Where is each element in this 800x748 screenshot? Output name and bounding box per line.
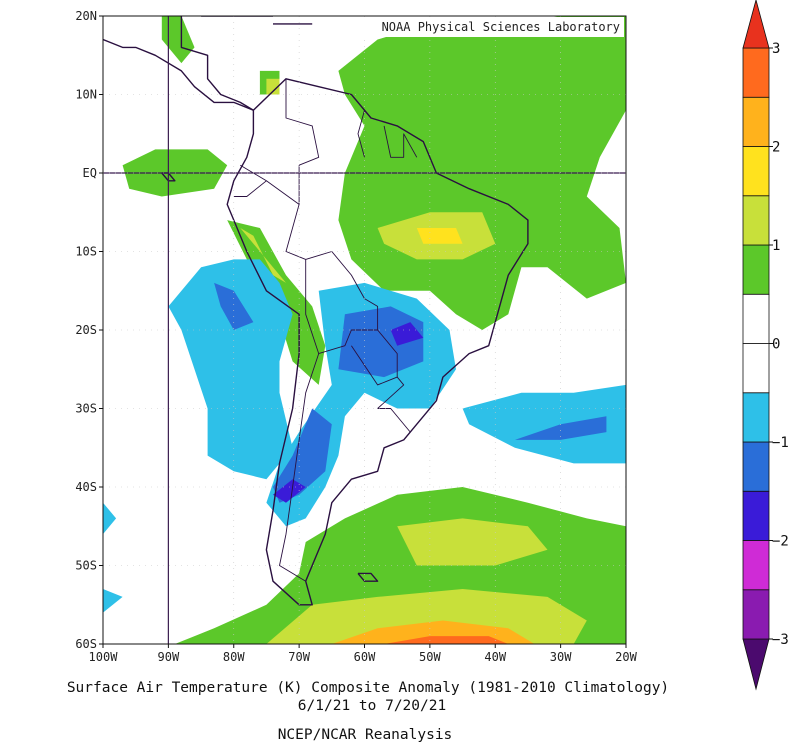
date-range: 6/1/21 to 7/20/21 <box>298 698 446 714</box>
latitude-axis: 20N 10N EQ 10S 20S 30S 40S 50S 60S <box>75 9 103 651</box>
credit-background <box>334 17 624 37</box>
figure-title: Surface Air Temperature (K) Composite An… <box>67 680 669 696</box>
colorbar-swatch <box>742 392 770 443</box>
central-america-coast <box>103 38 254 111</box>
colorbar-label: −3 <box>772 632 789 648</box>
anomaly-region-violet-continent <box>390 322 424 346</box>
anomaly-region-cyan-pacific <box>168 259 293 480</box>
lon-tick-label: 80W <box>223 650 245 664</box>
lat-tick-label: 20N <box>75 9 97 23</box>
anomaly-region-blue-s-atlantic <box>514 416 607 440</box>
lon-tick-label: 70W <box>288 650 310 664</box>
colorbar-swatch <box>742 589 770 640</box>
guianas-border <box>383 125 418 158</box>
anomaly-region-green-n-caribbean <box>161 16 195 64</box>
caribbean-coast <box>180 16 254 111</box>
lon-tick-label: 40W <box>484 650 506 664</box>
colorbar-swatch <box>742 540 770 591</box>
colorbar-top-arrow <box>742 0 770 49</box>
coastline-layer <box>103 16 529 606</box>
anomaly-region-blue-argentina <box>273 408 332 503</box>
anomaly-region-yellowgreen-colombia <box>266 78 280 95</box>
anomaly-region-yellowgreen-andes <box>240 228 286 283</box>
colorbar-swatch <box>742 343 770 394</box>
anomaly-region-cyan-s-atlantic <box>462 384 626 464</box>
uruguay-border <box>377 408 411 441</box>
lat-tick-label: 30S <box>75 402 97 416</box>
chile-argentina-border <box>279 353 320 582</box>
anomaly-contours <box>103 16 626 644</box>
anomaly-region-cyan-west-edge-1 <box>103 502 117 535</box>
credit-text: NOAA Physical Sciences Laboratory <box>382 20 620 34</box>
lat-tick-label: 10S <box>75 245 97 259</box>
colorbar-swatch <box>742 441 770 492</box>
colorbar-swatch <box>742 96 770 147</box>
dataset-name: NCEP/NCAR Reanalysis <box>278 727 453 743</box>
colorbar-swatch <box>742 146 770 197</box>
ecuador-peru-border <box>233 180 267 197</box>
lat-tick-label: 10N <box>75 88 97 102</box>
lon-tick-label: 50W <box>419 650 441 664</box>
anomaly-region-cyan-west-edge-2 <box>103 589 123 613</box>
colorbar-label: 0 <box>772 337 780 353</box>
lon-tick-label: 20W <box>615 650 637 664</box>
lon-tick-label: 90W <box>158 650 180 664</box>
colorbar-swatch <box>742 293 770 344</box>
colorbar-label: −2 <box>772 534 789 550</box>
anomaly-region-violet-argentina <box>273 479 306 503</box>
falklands-coast <box>357 572 379 582</box>
colorbar-swatch <box>742 195 770 246</box>
lat-tick-label: 60S <box>75 637 97 651</box>
colorbar-swatch <box>742 490 770 541</box>
colorbar-bottom-arrow <box>742 638 770 691</box>
south-america-coast <box>226 78 529 606</box>
colorbar-label: −1 <box>772 435 789 451</box>
anomaly-region-blue-continent <box>338 306 424 378</box>
lat-tick-label: EQ <box>83 166 97 180</box>
colorbar-label: 3 <box>772 41 780 57</box>
lon-tick-label: 100W <box>89 650 119 664</box>
lat-tick-label: 40S <box>75 480 97 494</box>
lon-tick-label: 30W <box>550 650 572 664</box>
reference-lines <box>103 16 626 644</box>
anomaly-region-red-drake <box>384 636 509 644</box>
lat-tick-label: 20S <box>75 323 97 337</box>
anomaly-region-blue-pacific <box>214 282 254 330</box>
anomaly-region-yellowgreen-s-atlantic <box>397 518 548 566</box>
colorbar-label: 1 <box>772 238 780 254</box>
colorbar-swatch <box>742 47 770 98</box>
colorbar-swatch <box>742 244 770 295</box>
lat-tick-label: 50S <box>75 559 97 573</box>
venezuela-guyana-border <box>357 110 365 158</box>
colorbar-label: 2 <box>772 140 780 156</box>
argentina-brazil-border <box>377 376 405 409</box>
lon-tick-label: 60W <box>354 650 376 664</box>
longitude-axis: 100W 90W 80W 70W 60W 50W 40W 30W 20W <box>89 644 638 664</box>
colorbar: 3 2 1 0 −1 −2 −3 <box>742 0 789 691</box>
colombia-venezuela-border <box>285 78 320 166</box>
anomaly-region-yellow-brazil <box>416 228 463 244</box>
